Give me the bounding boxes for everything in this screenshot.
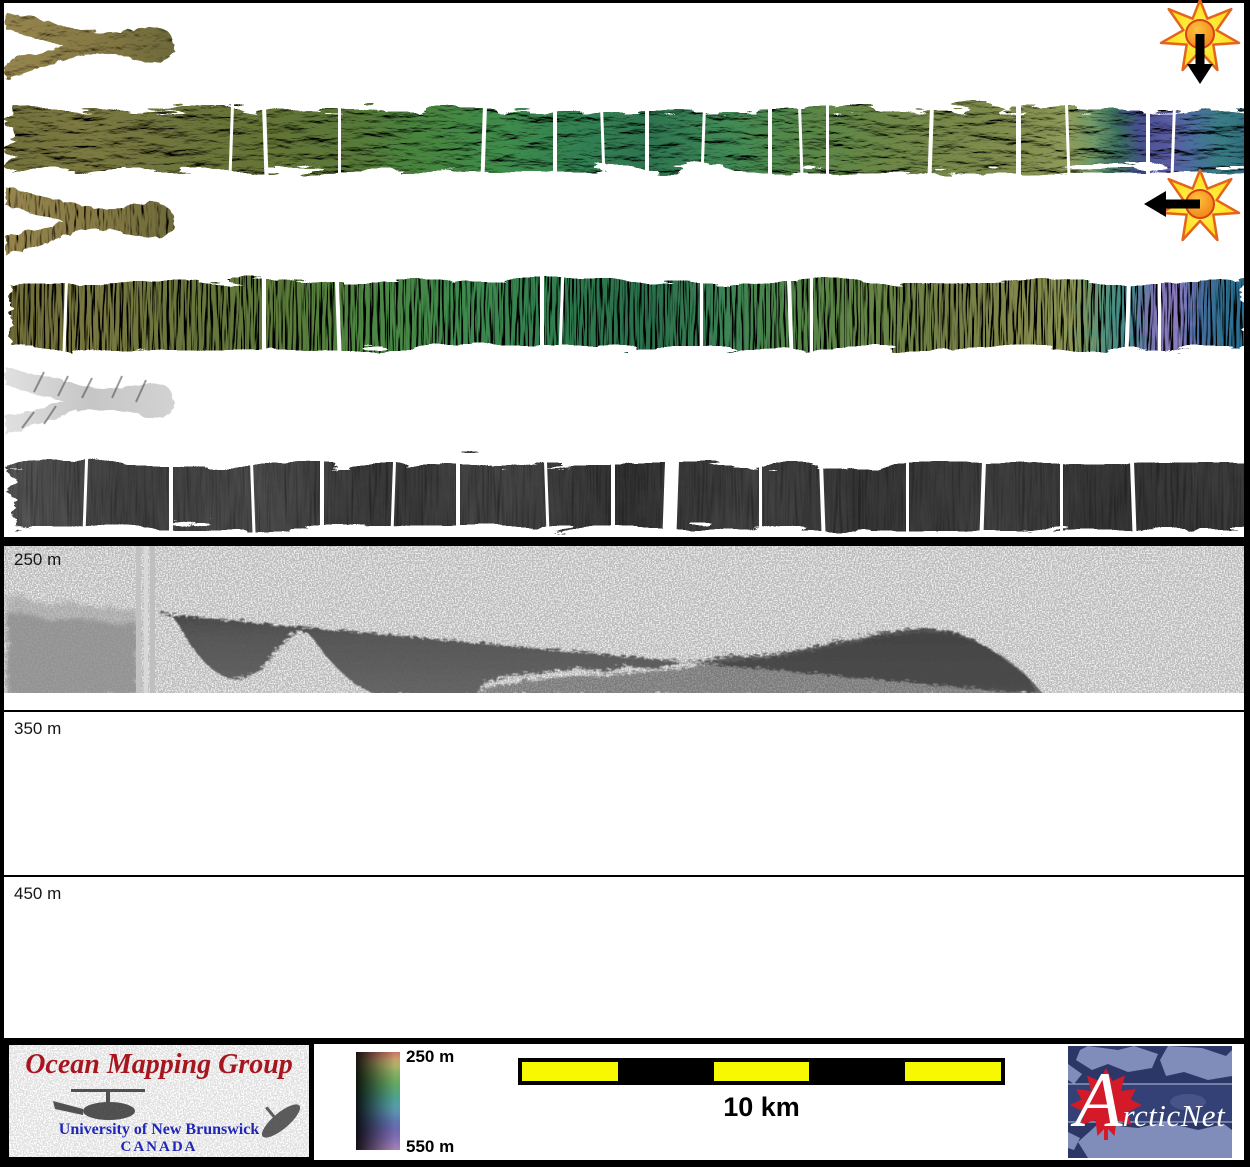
depth-label-250: 250 m: [14, 550, 62, 569]
omg-logo-background: [9, 1045, 309, 1157]
backscatter-streaks: [21, 371, 147, 429]
bathymetry-inlet-fork-sun-east: [4, 186, 173, 254]
depth-line-450: [4, 875, 1244, 877]
swath-gaps: [228, 89, 1177, 179]
arcticnet-wordmark: ArcticNet: [1068, 1046, 1232, 1158]
scalebar-segment: [522, 1062, 618, 1081]
swath-gaps: [62, 263, 1161, 357]
bathymetry-strip-sun-east: [6, 263, 1242, 357]
arcticnet-initial: A: [1074, 1056, 1123, 1143]
scalebar-segment: [905, 1062, 1001, 1081]
omg-country: CANADA: [120, 1139, 198, 1155]
backscatter-inlet-fork: [4, 366, 173, 434]
subbottom-echogram: [4, 546, 1244, 693]
scalebar-label: 10 km: [723, 1092, 800, 1122]
depth-line-350: [4, 710, 1244, 712]
footer-divider: [4, 1038, 1244, 1044]
map-scalebar: [518, 1058, 1005, 1085]
depth-label-350: 350 m: [14, 719, 62, 738]
backscatter-strip: [6, 443, 1242, 537]
omg-title: Ocean Mapping Group: [25, 1049, 293, 1080]
sun-illumination-down-icon: [1159, 0, 1241, 84]
echogram-top-bar: [4, 537, 1244, 546]
scalebar-segment: [617, 1062, 714, 1081]
ship-silhouette-icon: [261, 1104, 301, 1138]
colorbar-top-label: 250 m: [406, 1047, 455, 1066]
depth-label-450: 450 m: [14, 884, 62, 903]
helicopter-silhouette-icon: [53, 1089, 145, 1120]
bathymetry-strip-sun-north: [6, 89, 1242, 179]
arcticnet-logo: ArcticNet: [1068, 1046, 1232, 1158]
ocean-mapping-group-logo: Ocean Mapping Group University of New Br…: [4, 1040, 314, 1162]
maple-leaf-icon: [1070, 1068, 1142, 1140]
scalebar-segment: [809, 1062, 906, 1081]
sun-illumination-left-icon: [1144, 168, 1241, 242]
arcticnet-map-background: [1068, 1046, 1232, 1158]
depth-colorbar: [356, 1052, 400, 1150]
bathymetry-inlet-fork-sun-north: [4, 10, 173, 78]
omg-university: University of New Brunswick: [58, 1121, 260, 1138]
scalebar-segment: [713, 1062, 810, 1081]
swath-gaps: [82, 443, 1137, 537]
arcticnet-rest: rcticNet: [1122, 1098, 1226, 1133]
colorbar-bottom-label: 550 m: [406, 1137, 455, 1156]
